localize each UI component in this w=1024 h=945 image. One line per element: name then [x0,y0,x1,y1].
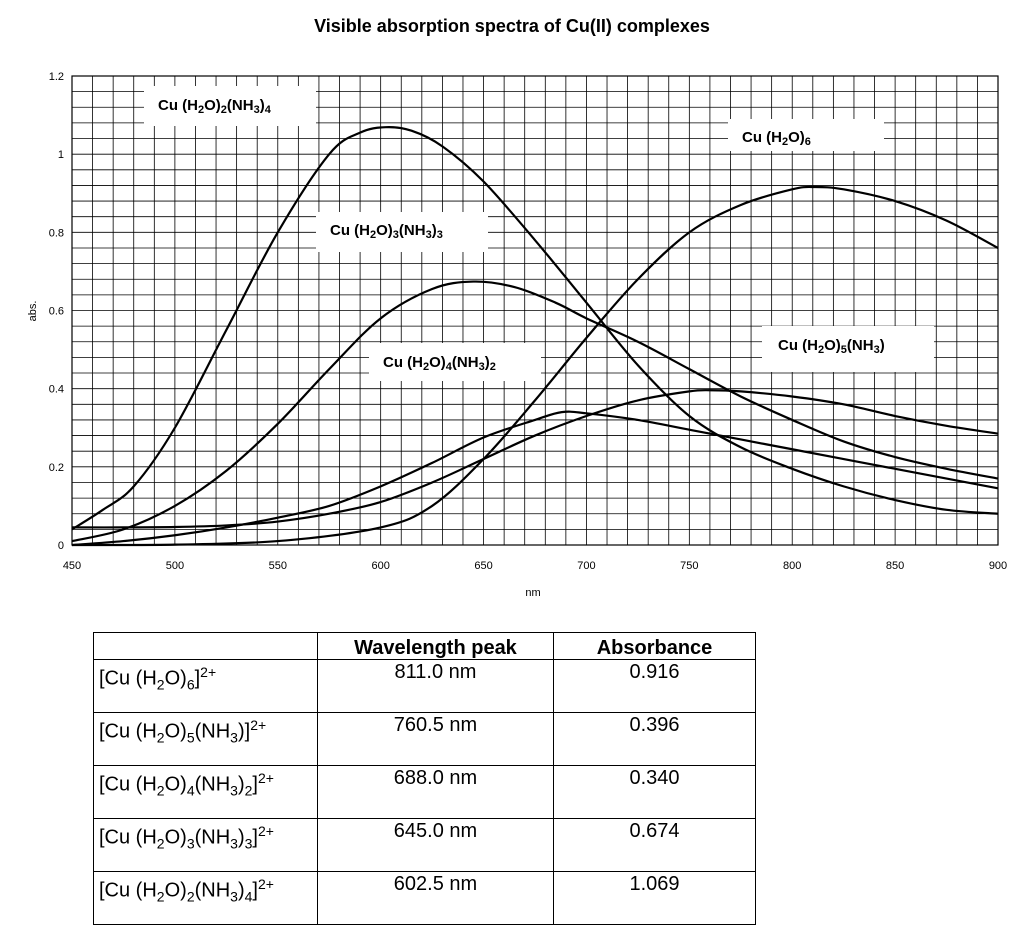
table-row: [Cu (H2O)3(NH3)3]2+ 645.0 nm 0.674 [93,818,756,872]
x-axis-label: nm [525,587,540,599]
x-tick-label: 650 [474,560,492,572]
absorbance-cell: 0.340 [553,765,756,819]
table-row: [Cu (H2O)5(NH3)]2+ 760.5 nm 0.396 [93,712,756,766]
wavelength-peak-cell: 760.5 nm [317,712,554,766]
series-label-box [316,212,488,252]
table-row: [Cu (H2O)4(NH3)2]2+ 688.0 nm 0.340 [93,765,756,819]
plot-frame [71,75,999,546]
x-tick-label: 700 [577,560,595,572]
peak-table: Wavelength peak Absorbance [Cu (H2O)6]2+… [93,632,756,925]
series-line [71,126,999,531]
series-label: Cu (H2O)3(NH3)3 [330,222,443,241]
header-wavelength-peak: Wavelength peak [317,632,554,660]
peak-table-wrapper: Wavelength peak Absorbance [Cu (H2O)6]2+… [93,632,756,925]
series-label: Cu (H2O)6 [742,129,811,148]
x-tick-label: 800 [783,560,801,572]
absorption-spectra-chart: Visible absorption spectra of Cu(II) com… [27,16,1007,599]
x-tick-label: 500 [166,560,184,572]
header-absorbance: Absorbance [553,632,756,660]
chart-series [71,126,999,547]
absorbance-cell: 0.674 [553,818,756,872]
y-tick-label: 1 [58,149,64,161]
x-tick-label: 850 [886,560,904,572]
y-tick-label: 0.8 [49,227,64,239]
series-label-box [728,119,884,151]
complex-name-cell: [Cu (H2O)4(NH3)2]2+ [93,765,318,819]
series-label: Cu (H2O)5(NH3) [778,337,885,356]
wavelength-peak-cell: 688.0 nm [317,765,554,819]
complex-name-cell: [Cu (H2O)5(NH3)]2+ [93,712,318,766]
series-line [71,410,999,547]
chart-series-labels: Cu (H2O)6 Cu (H2O)5(NH3) Cu (H2O)4(NH3)2 Cu… [144,86,934,381]
complex-name-cell: [Cu (H2O)6]2+ [93,659,318,713]
wavelength-peak-cell: 811.0 nm [317,659,554,713]
absorbance-cell: 0.916 [553,659,756,713]
complex-name-cell: [Cu (H2O)2(NH3)4]2+ [93,871,318,925]
series-label: Cu (H2O)4(NH3)2 [383,354,496,373]
absorbance-cell: 1.069 [553,871,756,925]
x-tick-label: 450 [63,560,81,572]
y-tick-label: 0.6 [49,306,64,318]
complex-name-cell: [Cu (H2O)3(NH3)3]2+ [93,818,318,872]
table-row: [Cu (H2O)2(NH3)4]2+ 602.5 nm 1.069 [93,871,756,925]
table-header-row: Wavelength peak Absorbance [93,632,756,660]
series-line [71,389,999,529]
x-tick-label: 600 [371,560,389,572]
wavelength-peak-cell: 602.5 nm [317,871,554,925]
header-complex [93,632,318,660]
series-label-box [762,326,934,372]
chart-axes: 450 500 550 600 650 700 750 800 850 900 0 0.2 0.4 0.6… [49,71,1007,572]
y-tick-label: 1.2 [49,71,64,83]
y-axis-label: abs. [27,301,39,322]
series-label-box [369,343,541,381]
series-line [71,280,999,543]
y-tick-label: 0.4 [49,384,64,396]
y-tick-label: 0 [58,540,64,552]
table-row: [Cu (H2O)6]2+ 811.0 nm 0.916 [93,659,756,713]
chart-title: Visible absorption spectra of Cu(II) com… [314,16,710,36]
series-label: Cu (H2O)2(NH3)4 [158,97,272,116]
x-tick-label: 900 [989,560,1007,572]
y-tick-label: 0.2 [49,462,64,474]
absorbance-cell: 0.396 [553,712,756,766]
x-tick-label: 750 [680,560,698,572]
series-line [71,185,999,547]
series-label-box [144,86,316,126]
x-tick-label: 550 [269,560,287,572]
wavelength-peak-cell: 645.0 nm [317,818,554,872]
